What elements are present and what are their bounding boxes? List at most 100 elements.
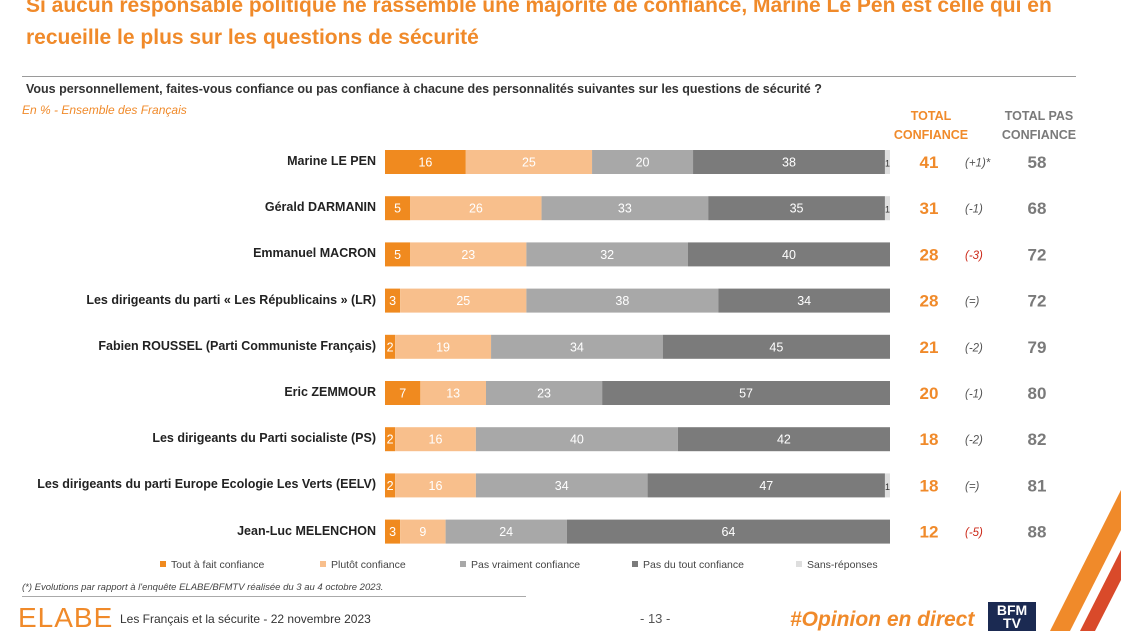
bar-value-label: 5 <box>394 248 401 262</box>
bar-segment <box>662 334 890 359</box>
evolution-value: (-5) <box>965 527 983 539</box>
legend-swatch <box>160 561 166 567</box>
bar-value-label: 24 <box>499 525 513 539</box>
footer-text: Les Français et la sécurite - 22 novembr… <box>120 612 371 626</box>
category-label: Jean-Luc MELENCHON <box>237 523 376 538</box>
bar-value-label: 1 <box>885 482 890 492</box>
stacked-bar-chart: 16 25 20 38 1 41 (+1)* 585 26 33 35 1 31 (-1) 685 23 32 4… <box>385 150 1047 544</box>
total-pas-confiance-value: 88 <box>1028 523 1047 542</box>
bar-segment <box>385 242 411 267</box>
total-confiance-header: TOTAL CONFIANCE <box>893 109 969 142</box>
hashtag: #Opinion en direct <box>790 608 975 631</box>
legend-swatch <box>796 561 802 567</box>
bar-segment <box>400 288 527 313</box>
bar-value-label: 38 <box>615 294 629 308</box>
bar-segment <box>400 519 446 544</box>
bar-segment <box>445 519 567 544</box>
bar-value-label: 23 <box>461 248 475 262</box>
legend-item-pas-du-tout: Pas du tout confiance <box>632 559 744 571</box>
bar-value-label: 1 <box>885 205 890 215</box>
category-label: Gérald DARMANIN <box>264 200 376 215</box>
sample-subtitle: En % - Ensemble des Français <box>22 103 187 117</box>
bar-value-label: 2 <box>387 433 394 447</box>
bar-value-label: 35 <box>790 202 804 216</box>
total-pas-confiance-value: 68 <box>1028 199 1047 218</box>
total-confiance-value: 12 <box>920 523 939 542</box>
bar-segment <box>884 150 890 174</box>
page-title: Si aucun responsable politique ne rassem… <box>26 0 1052 49</box>
total-confiance-value: 18 <box>920 476 939 495</box>
elabe-logo: ELABE <box>18 602 114 631</box>
total-pas-confiance-value: 79 <box>1028 338 1047 357</box>
bar-segment <box>884 473 890 498</box>
footnote: (*) Evolutions par rapport à l'enquête E… <box>22 582 384 593</box>
legend-swatch <box>320 561 326 567</box>
category-label: Eric ZEMMOUR <box>284 385 376 399</box>
bar-value-label: 40 <box>782 248 796 262</box>
decorative-stripes-icon <box>1050 490 1121 631</box>
bar-value-label: 19 <box>436 340 450 354</box>
bar-value-label: 3 <box>389 294 396 308</box>
bar-segment <box>385 196 411 221</box>
bar-value-label: 23 <box>537 387 551 401</box>
bar-segment <box>475 473 648 498</box>
total-confiance-value: 18 <box>920 430 939 449</box>
total-pas-confiance-value: 58 <box>1028 153 1047 172</box>
bar-segment <box>647 473 885 498</box>
chart-legend: Tout à fait confiance Plutôt confiance P… <box>160 559 920 575</box>
total-confiance-value: 28 <box>920 292 939 311</box>
bar-segment <box>475 427 678 452</box>
legend-item-plutot: Plutôt confiance <box>320 559 406 571</box>
bar-segment <box>385 519 401 544</box>
bar-value-label: 2 <box>387 340 394 354</box>
bar-value-label: 5 <box>394 202 401 216</box>
legend-item-pas-vraiment: Pas vraiment confiance <box>460 559 580 571</box>
evolution-value: (+1)* <box>965 158 991 170</box>
total-confiance-value: 21 <box>920 338 939 357</box>
category-label: Emmanuel MACRON <box>253 246 376 261</box>
total-pas-confiance-value: 72 <box>1028 292 1047 311</box>
bar-value-label: 33 <box>618 202 632 216</box>
bar-value-label: 40 <box>570 433 584 447</box>
evolution-value: (-1) <box>965 204 983 216</box>
bar-segment <box>486 381 603 405</box>
total-confiance-value: 20 <box>920 384 939 403</box>
bar-segment <box>526 288 719 313</box>
bar-segment <box>410 196 542 221</box>
bfmtv-logo: BFM TV <box>988 602 1036 631</box>
total-pas-confiance-value: 81 <box>1028 476 1047 495</box>
bar-segment <box>385 150 466 174</box>
bar-value-label: 9 <box>419 525 426 539</box>
bar-segment <box>385 288 401 313</box>
bar-segment <box>566 519 890 544</box>
legend-swatch <box>460 561 466 567</box>
bar-value-label: 47 <box>759 479 773 493</box>
legend-item-sans-reponses: Sans-réponses <box>796 559 878 571</box>
total-confiance-value: 28 <box>920 245 939 264</box>
bar-value-label: 34 <box>555 479 569 493</box>
bar-value-label: 16 <box>429 479 443 493</box>
evolution-value: (-2) <box>965 342 983 354</box>
evolution-value: (-2) <box>965 435 983 447</box>
bar-segment <box>688 242 890 267</box>
page-number: - 13 - <box>640 611 671 626</box>
total-pas-confiance-value: 72 <box>1028 245 1047 264</box>
category-label: Fabien ROUSSEL (Parti Communiste Françai… <box>98 338 376 353</box>
bar-segment <box>693 150 885 174</box>
legend-swatch <box>632 561 638 567</box>
bar-value-label: 3 <box>389 525 396 539</box>
evolution-value: (=) <box>965 481 980 493</box>
evolution-value: (-3) <box>965 250 983 262</box>
bar-segment <box>465 150 593 174</box>
bar-value-label: 26 <box>469 202 483 216</box>
bar-segment <box>385 381 421 405</box>
survey-question: Vous personnellement, faites-vous confia… <box>26 82 822 96</box>
bar-value-label: 32 <box>600 248 614 262</box>
evolution-value: (-1) <box>965 389 983 401</box>
category-label: Les dirigeants du Parti socialiste (PS) <box>152 431 376 446</box>
bar-value-label: 64 <box>721 525 735 539</box>
bar-segment <box>541 196 709 221</box>
bar-segment <box>491 334 663 359</box>
bar-segment <box>526 242 688 267</box>
category-label: Marine LE PEN <box>287 154 376 168</box>
